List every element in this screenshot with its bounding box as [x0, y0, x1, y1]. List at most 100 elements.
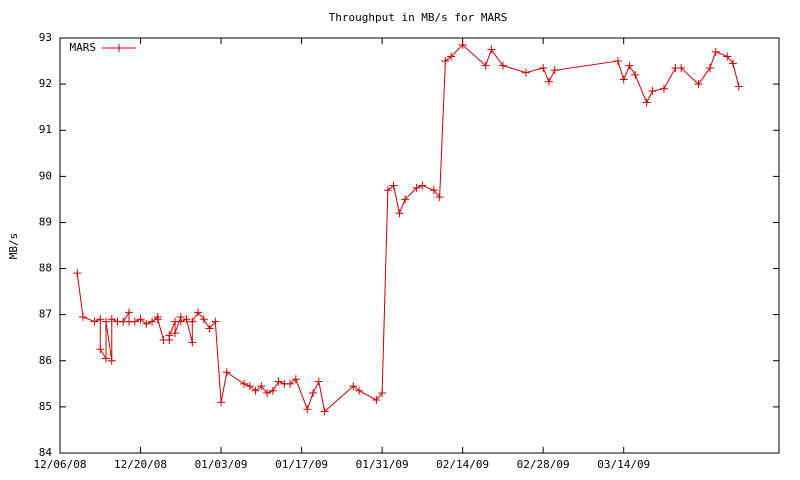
- data-point: [544, 77, 553, 86]
- data-point: [429, 186, 438, 195]
- data-point: [355, 386, 364, 395]
- data-point: [165, 331, 174, 340]
- x-tick-label: 03/14/09: [597, 458, 650, 471]
- data-point: [211, 317, 220, 326]
- data-point: [257, 382, 266, 391]
- y-tick-label: 91: [39, 123, 52, 136]
- data-point: [125, 308, 134, 317]
- y-tick-label: 85: [39, 400, 52, 413]
- y-tick-label: 92: [39, 77, 52, 90]
- data-point: [176, 317, 185, 326]
- y-tick-label: 86: [39, 354, 52, 367]
- data-point: [291, 375, 300, 384]
- x-tick-label: 01/03/09: [195, 458, 248, 471]
- data-point: [199, 315, 208, 324]
- data-point: [194, 308, 203, 317]
- data-point: [240, 379, 249, 388]
- data-point: [251, 386, 260, 395]
- data-point: [171, 329, 180, 338]
- data-point: [550, 66, 559, 75]
- data-point: [274, 377, 283, 386]
- data-point: [487, 45, 496, 54]
- data-line: [76, 44, 740, 413]
- data-point: [723, 52, 732, 61]
- data-point: [447, 52, 456, 61]
- x-tick-label: 01/17/09: [275, 458, 328, 471]
- data-point: [734, 82, 743, 91]
- data-point: [286, 379, 295, 388]
- data-point: [73, 269, 82, 278]
- data-point: [481, 61, 490, 70]
- data-point: [142, 319, 151, 328]
- data-point: [148, 317, 157, 326]
- y-tick-label: 89: [39, 215, 52, 228]
- data-point: [435, 193, 444, 202]
- data-point: [383, 186, 392, 195]
- data-point: [303, 405, 312, 414]
- x-tick-label: 02/28/09: [517, 458, 570, 471]
- data-point: [642, 98, 651, 107]
- data-point: [625, 61, 634, 70]
- data-point: [107, 315, 116, 324]
- data-point: [677, 63, 686, 72]
- data-point: [222, 368, 231, 377]
- x-tick-label: 02/14/09: [436, 458, 489, 471]
- data-point: [728, 59, 737, 68]
- data-point: [395, 209, 404, 218]
- data-point: [107, 356, 116, 365]
- x-tick-label: 12/20/08: [114, 458, 167, 471]
- data-point: [102, 317, 111, 326]
- legend-swatch: [102, 44, 136, 52]
- plot-frame: [59, 37, 780, 454]
- data-point: [659, 84, 668, 93]
- data-point: [412, 183, 421, 192]
- data-point: [705, 63, 714, 72]
- y-tick-label: 90: [39, 169, 52, 182]
- y-tick-label: 88: [39, 262, 52, 275]
- data-point: [648, 87, 657, 96]
- x-tick-label: 12/06/08: [34, 458, 87, 471]
- data-point: [613, 57, 622, 66]
- data-point: [320, 407, 329, 416]
- data-point: [130, 317, 139, 326]
- y-tick-label: 93: [39, 31, 52, 44]
- chart-title: Throughput in MB/s for MARS: [329, 11, 508, 24]
- data-point: [389, 181, 398, 190]
- data-point: [458, 40, 467, 49]
- data-point: [102, 354, 111, 363]
- data-point: [631, 70, 640, 79]
- data-point: [349, 382, 358, 391]
- data-point: [309, 389, 318, 398]
- x-tick-label: 01/31/09: [356, 458, 409, 471]
- data-point: [90, 317, 99, 326]
- data-point: [711, 47, 720, 56]
- data-point: [521, 68, 530, 77]
- data-point: [153, 315, 162, 324]
- legend-label: MARS: [70, 41, 97, 54]
- data-point: [96, 345, 105, 354]
- data-point: [263, 389, 272, 398]
- data-point: [245, 382, 254, 391]
- y-axis-label: MB/s: [7, 233, 20, 260]
- data-point: [372, 395, 381, 404]
- data-point: [539, 63, 548, 72]
- data-point: [694, 80, 703, 89]
- data-point: [498, 61, 507, 70]
- data-point: [188, 317, 197, 326]
- data-point: [96, 315, 105, 324]
- data-point: [182, 315, 191, 324]
- y-tick-label: 84: [39, 446, 53, 459]
- data-point: [268, 386, 277, 395]
- y-tick-label: 87: [39, 308, 52, 321]
- data-point: [188, 338, 197, 347]
- data-point: [378, 389, 387, 398]
- data-point: [79, 312, 88, 321]
- data-point: [418, 181, 427, 190]
- data-point: [136, 315, 145, 324]
- data-point: [217, 398, 226, 407]
- data-point: [441, 57, 450, 66]
- data-point: [205, 324, 214, 333]
- data-point: [401, 195, 410, 204]
- data-point: [314, 377, 323, 386]
